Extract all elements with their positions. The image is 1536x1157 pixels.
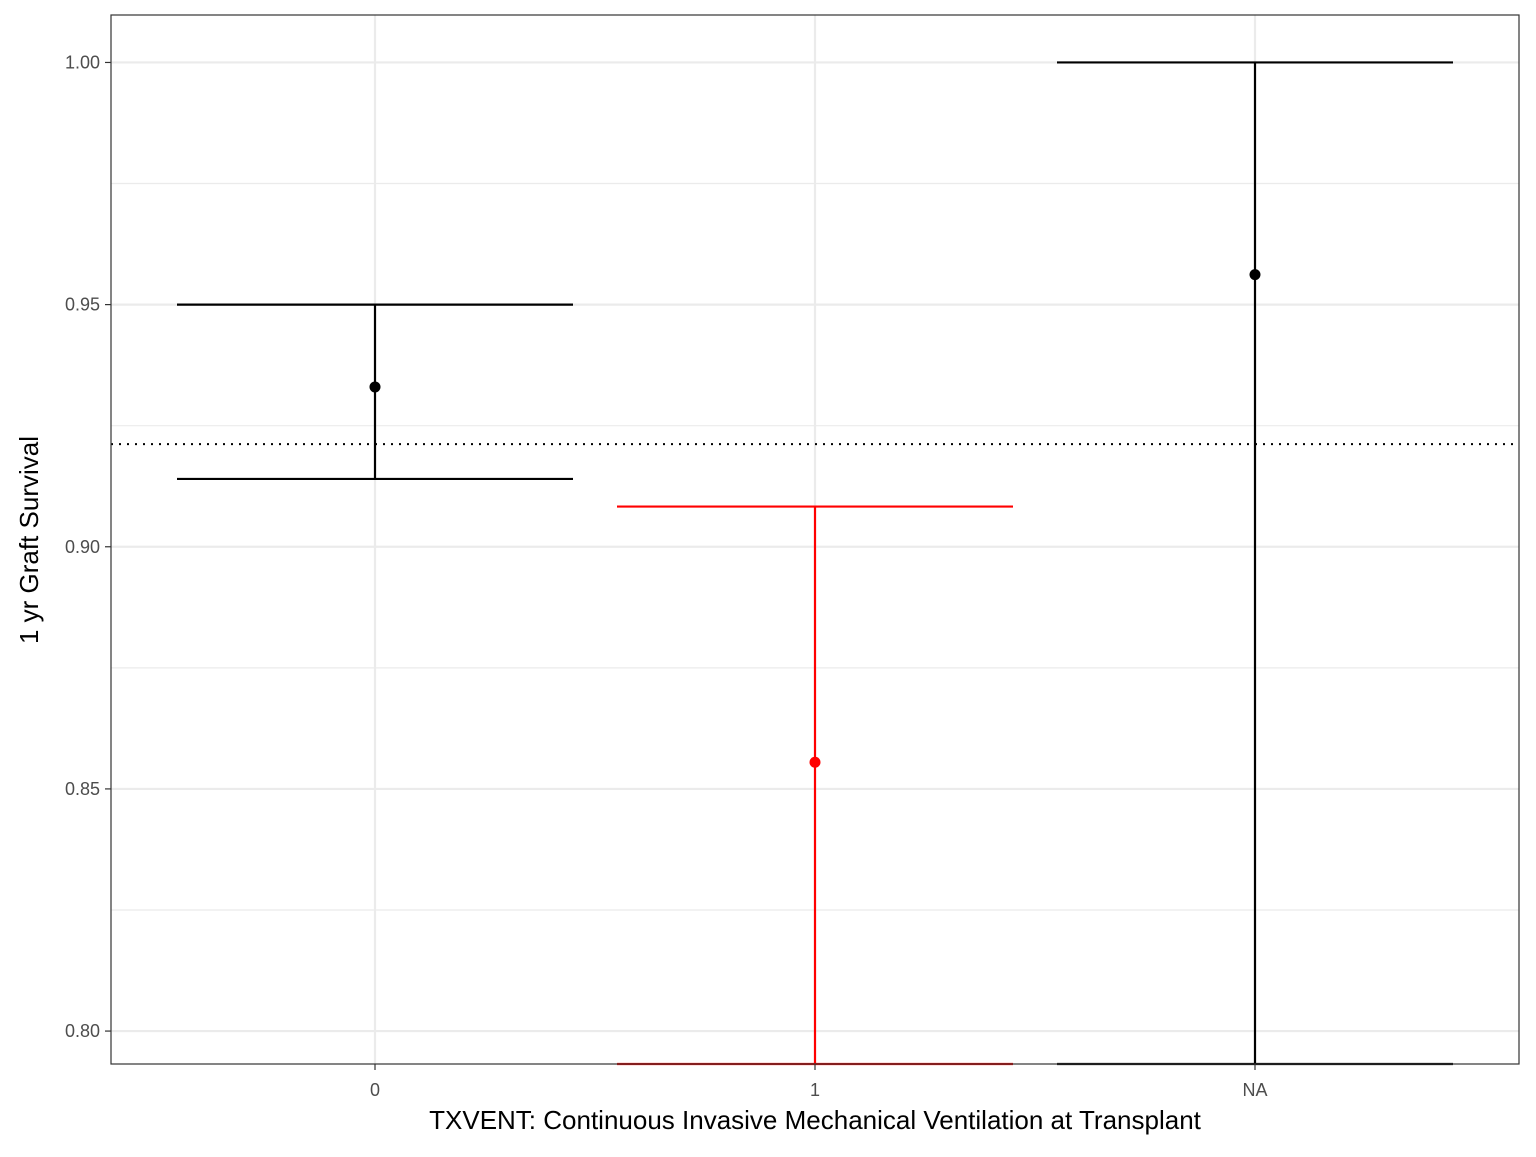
y-tick-label: 0.85 [65,779,100,799]
x-tick-label: 1 [810,1080,820,1100]
estimate-point [369,381,381,393]
x-tick-label: NA [1242,1080,1267,1100]
y-tick-label: 0.80 [65,1021,100,1041]
y-tick-label: 0.95 [65,295,100,315]
estimate-point [1249,269,1261,281]
x-tick-label: 0 [370,1080,380,1100]
x-axis-title: TXVENT: Continuous Invasive Mechanical V… [429,1105,1202,1135]
y-tick-label: 0.90 [65,537,100,557]
estimate-point [809,756,821,768]
axis-layer: 0.80 0.85 0.90 0.95 1.00 0 1 NA [65,52,1268,1100]
y-axis-title: 1 yr Graft Survival [14,436,44,644]
y-tick-label: 1.00 [65,52,100,72]
